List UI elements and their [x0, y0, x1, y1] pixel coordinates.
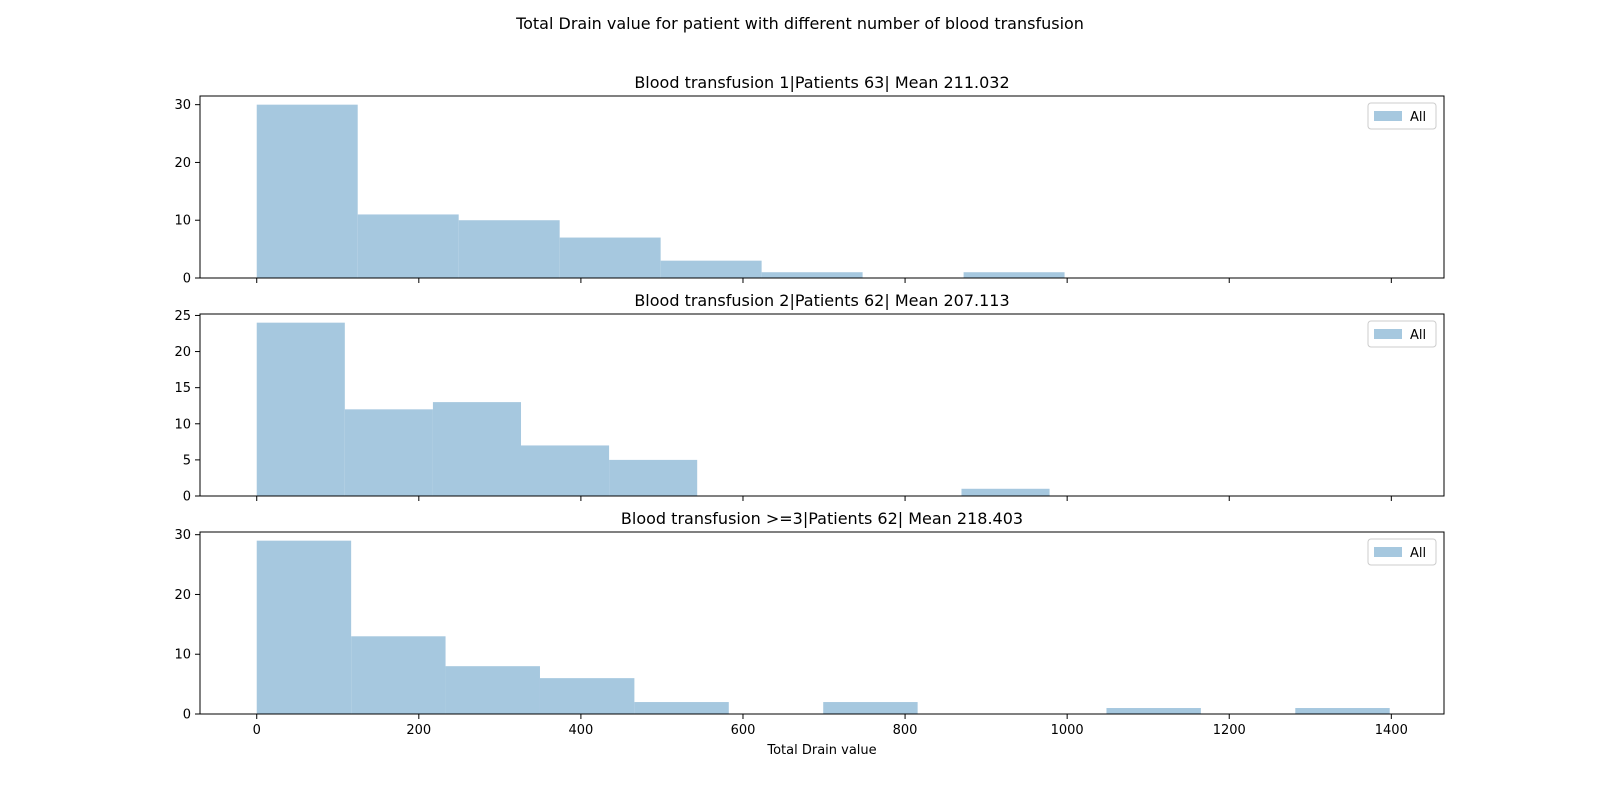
histogram-bar — [256, 322, 345, 496]
axes-frame — [199, 313, 1445, 497]
histogram-bar — [1106, 708, 1201, 714]
histogram-bar — [559, 237, 661, 278]
y-tick-label: 10 — [174, 648, 191, 663]
y-tick-label: 10 — [174, 214, 191, 229]
histogram-panel-3: Blood transfusion >=3|Patients 62| Mean … — [174, 509, 1445, 758]
histogram-panel-2: Blood transfusion 2|Patients 62| Mean 20… — [174, 291, 1445, 505]
histogram-bar — [963, 272, 1065, 278]
y-tick-label: 25 — [174, 309, 191, 324]
axes-frame — [199, 95, 1445, 279]
x-tick-label: 0 — [253, 723, 261, 738]
x-tick-label: 1000 — [1051, 723, 1084, 738]
y-tick-label: 0 — [183, 490, 191, 505]
x-tick-label: 800 — [893, 723, 918, 738]
histogram-bar — [961, 488, 1050, 496]
panel-title: Blood transfusion 2|Patients 62| Mean 20… — [634, 291, 1009, 310]
x-tick-label: 200 — [406, 723, 431, 738]
legend-label: All — [1410, 546, 1426, 561]
histogram-panel-1: Blood transfusion 1|Patients 63| Mean 21… — [174, 73, 1445, 287]
histogram-bar — [539, 678, 635, 714]
histogram-bar — [761, 272, 863, 278]
y-tick-label: 20 — [174, 156, 191, 171]
x-axis: 0 200 400 600 800 1000 1200 1400 — [253, 714, 1408, 738]
y-axis: 0 5 10 15 20 25 — [174, 309, 200, 505]
y-tick-label: 0 — [183, 708, 191, 723]
legend-swatch — [1374, 547, 1402, 557]
subplot-panels: Blood transfusion 1|Patients 63| Mean 21… — [174, 73, 1445, 758]
histogram-bar — [521, 445, 610, 496]
histogram-bar — [256, 104, 358, 279]
x-tick-label: 1400 — [1375, 723, 1408, 738]
histogram-bar — [660, 260, 762, 278]
y-tick-label: 30 — [174, 528, 191, 543]
histogram-bar — [344, 409, 433, 496]
histogram-bars — [256, 322, 1050, 496]
panel-title: Blood transfusion >=3|Patients 62| Mean … — [621, 509, 1023, 528]
legend: All — [1367, 320, 1437, 348]
histogram-bar — [445, 666, 540, 714]
legend-swatch — [1374, 329, 1402, 339]
y-tick-label: 15 — [174, 381, 191, 396]
panel-title: Blood transfusion 1|Patients 63| Mean 21… — [634, 73, 1009, 92]
x-tick-label: 1200 — [1213, 723, 1246, 738]
x-axis-label: Total Drain value — [766, 743, 876, 758]
histogram-bar — [357, 214, 459, 278]
legend-label: All — [1410, 328, 1426, 343]
y-tick-label: 5 — [183, 453, 191, 468]
histogram-bar — [634, 702, 729, 714]
histogram-bar — [256, 540, 352, 714]
histogram-bar — [1295, 708, 1390, 714]
legend: All — [1367, 538, 1437, 566]
histogram-bar — [823, 702, 918, 714]
histogram-bar — [432, 402, 522, 496]
y-tick-label: 10 — [174, 417, 191, 432]
y-tick-label: 0 — [183, 272, 191, 287]
legend-swatch — [1374, 111, 1402, 121]
x-axis — [256, 278, 1392, 283]
y-tick-label: 20 — [174, 345, 191, 360]
x-axis — [256, 496, 1392, 501]
histogram-bars — [256, 540, 1390, 714]
x-tick-label: 600 — [731, 723, 756, 738]
y-tick-label: 30 — [174, 98, 191, 113]
histogram-bar — [458, 220, 560, 278]
legend-label: All — [1410, 110, 1426, 125]
y-axis: 0 10 20 30 — [174, 98, 200, 287]
legend: All — [1367, 102, 1437, 130]
y-tick-label: 20 — [174, 588, 191, 603]
histogram-bars — [256, 104, 1065, 279]
histogram-bar — [609, 459, 698, 496]
histogram-bar — [351, 636, 446, 714]
y-axis: 0 10 20 30 — [174, 528, 200, 723]
figure-suptitle: Total Drain value for patient with diffe… — [515, 14, 1084, 33]
axes-frame — [199, 531, 1445, 715]
x-tick-label: 400 — [568, 723, 593, 738]
